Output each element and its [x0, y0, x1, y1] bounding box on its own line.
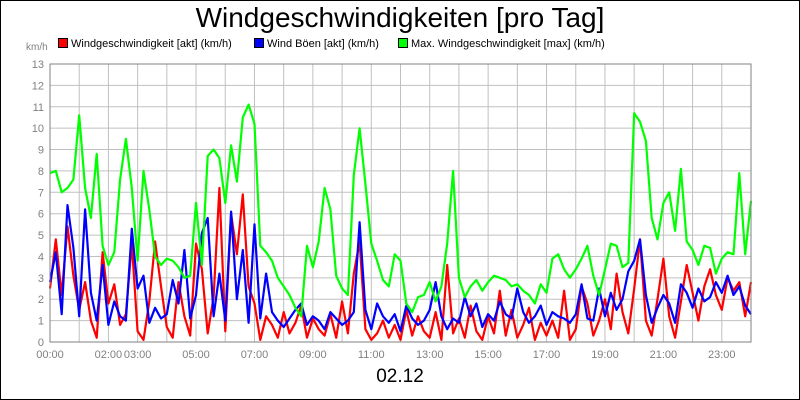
x-tick-label: 17:00 [533, 349, 561, 361]
x-tick-label: 23:00 [708, 349, 736, 361]
x-tick-label: 03:00 [124, 349, 152, 361]
date-label: 02.12 [376, 366, 424, 387]
legend-label-akt: Windgeschwindigkeit [akt] (km/h) [71, 38, 232, 50]
y-tick-label: 9 [38, 145, 44, 157]
y-tick-label: 5 [38, 230, 44, 242]
x-tick-label: 00:00 [36, 349, 64, 361]
plot-border [49, 63, 752, 343]
y-tick-label: 7 [38, 187, 44, 199]
x-tick-label: 07:00 [241, 349, 269, 361]
legend-item-akt: Windgeschwindigkeit [akt] (km/h) [58, 38, 232, 50]
y-tick-label: 4 [38, 251, 44, 263]
series-line-2 [49, 103, 753, 318]
legend-swatch-red [58, 38, 68, 48]
legend-label-max: Max. Windgeschwindigkeit [max] (km/h) [411, 38, 605, 50]
y-tick-label: 2 [38, 294, 44, 306]
legend-item-boeen: Wind Böen [akt] (km/h) [254, 38, 379, 50]
chart-title: Windgeschwindigkeiten [pro Tag] [195, 2, 605, 33]
x-tick-label: 13:00 [416, 349, 444, 361]
x-tick-label: 09:00 [299, 349, 327, 361]
y-tick-label: 10 [32, 123, 44, 135]
y-tick-label: 3 [38, 273, 44, 285]
y-tick-label: 13 [32, 59, 44, 71]
y-tick-label: 6 [38, 209, 44, 221]
x-tick-label: 05:00 [182, 349, 210, 361]
legend-swatch-green [398, 38, 408, 48]
y-tick-label: 1 [38, 316, 44, 328]
y-tick-label: 11 [33, 102, 44, 114]
x-tick-label: 11:00 [358, 349, 385, 361]
x-tick-label: 19:00 [591, 349, 619, 361]
legend-item-max: Max. Windgeschwindigkeit [max] (km/h) [398, 38, 605, 50]
y-tick-label: 8 [38, 166, 44, 178]
x-tick-label: 15:00 [474, 349, 502, 361]
series-line-1 [48, 204, 752, 333]
y-axis-unit: km/h [26, 42, 48, 53]
y-tick-label: 0 [38, 337, 44, 349]
y-tick-label: 12 [32, 80, 44, 92]
x-tick-label: 21:00 [650, 349, 678, 361]
legend-label-boeen: Wind Böen [akt] (km/h) [267, 38, 379, 50]
legend-swatch-blue [254, 38, 264, 48]
x-tick-label: 02:00 [95, 349, 123, 361]
series-line-0 [48, 186, 753, 341]
